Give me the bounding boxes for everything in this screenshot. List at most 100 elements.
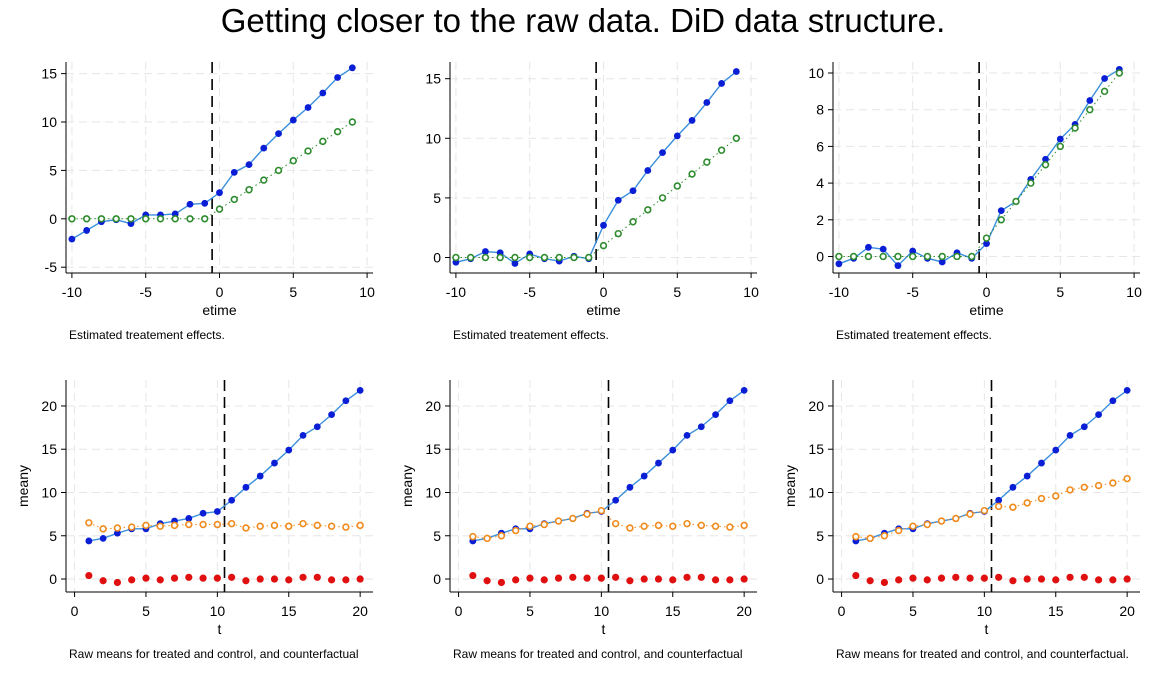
data-point-estimate bbox=[938, 258, 946, 266]
data-point-counterfactual bbox=[1037, 494, 1046, 503]
data-point-true bbox=[864, 252, 873, 261]
series-line-counterfactual bbox=[855, 478, 1128, 539]
x-tick-label: 0 bbox=[216, 284, 224, 300]
data-point-estimate bbox=[688, 117, 696, 124]
data-point-true bbox=[644, 206, 652, 214]
data-point-control bbox=[852, 571, 860, 580]
data-point-counterfactual bbox=[894, 526, 903, 535]
data-point-treated bbox=[199, 509, 207, 517]
x-tick-label: -5 bbox=[523, 284, 536, 300]
data-point-true bbox=[97, 215, 106, 223]
data-point-true bbox=[452, 253, 460, 262]
chart-panel-4: 0 5 10 15 20 0 5 10 15 20 t meany Raw means for trea… bbox=[15, 380, 373, 661]
data-point-control bbox=[285, 576, 293, 584]
y-axis-title: meany bbox=[15, 465, 31, 507]
chart-note: Raw means for treated and control, and c… bbox=[836, 647, 1129, 661]
data-point-true bbox=[585, 253, 593, 262]
data-point-control bbox=[142, 574, 150, 582]
data-point-control bbox=[952, 573, 960, 581]
y-tick-label: 10 bbox=[808, 65, 824, 81]
data-point-treated bbox=[1095, 411, 1102, 419]
data-point-control bbox=[170, 574, 179, 582]
data-point-true bbox=[1056, 142, 1064, 151]
x-tick-label: 20 bbox=[1119, 603, 1135, 619]
x-tick-label: 5 bbox=[673, 284, 681, 300]
x-tick-label: 0 bbox=[983, 284, 991, 300]
data-point-treated bbox=[256, 472, 264, 480]
data-point-counterfactual bbox=[313, 521, 322, 530]
data-point-true bbox=[555, 253, 563, 262]
data-point-control bbox=[1109, 576, 1117, 584]
data-point-control bbox=[128, 576, 136, 584]
data-point-counterfactual bbox=[711, 522, 720, 530]
data-point-treated bbox=[640, 472, 648, 480]
y-tick-label: 5 bbox=[433, 528, 441, 544]
data-point-treated bbox=[228, 496, 236, 504]
data-point-control bbox=[909, 574, 917, 582]
data-point-true bbox=[511, 253, 519, 262]
x-tick-label: 0 bbox=[71, 603, 79, 619]
data-point-true bbox=[835, 252, 843, 261]
data-point-true bbox=[614, 229, 622, 238]
data-point-treated bbox=[1038, 459, 1045, 467]
data-point-estimate bbox=[909, 247, 917, 255]
data-point-control bbox=[597, 574, 605, 582]
data-point-treated bbox=[85, 537, 93, 545]
data-point-counterfactual bbox=[483, 534, 491, 543]
data-point-treated bbox=[1080, 423, 1088, 431]
x-tick-label: 20 bbox=[352, 603, 368, 619]
y-tick-label: 15 bbox=[425, 71, 441, 87]
data-point-control bbox=[483, 577, 491, 585]
data-point-counterfactual bbox=[569, 514, 577, 523]
data-point-treated bbox=[1009, 483, 1017, 491]
data-point-counterfactual bbox=[683, 519, 691, 528]
data-point-true bbox=[938, 252, 946, 261]
data-point-control bbox=[113, 578, 122, 587]
y-tick-label: 10 bbox=[808, 484, 824, 500]
data-point-true bbox=[673, 182, 681, 190]
data-point-control bbox=[526, 574, 534, 582]
data-point-treated bbox=[213, 508, 221, 515]
x-tick-label: -10 bbox=[829, 284, 849, 300]
page-title: Getting closer to the raw data. DiD data… bbox=[220, 2, 946, 39]
data-point-counterfactual bbox=[511, 526, 520, 535]
y-tick-label: 5 bbox=[816, 528, 824, 544]
data-point-counterfactual bbox=[270, 521, 279, 530]
data-point-true bbox=[156, 215, 165, 223]
data-point-true bbox=[466, 253, 475, 262]
data-point-treated bbox=[1109, 397, 1117, 405]
x-tick-label: 5 bbox=[909, 603, 917, 619]
data-point-counterfactual bbox=[256, 522, 264, 530]
data-point-counterfactual bbox=[342, 523, 350, 531]
data-point-true bbox=[171, 215, 179, 223]
data-point-control bbox=[1094, 576, 1103, 584]
data-point-counterfactual bbox=[866, 534, 874, 543]
data-point-counterfactual bbox=[170, 521, 179, 530]
data-point-estimate bbox=[230, 168, 238, 176]
data-point-control bbox=[880, 578, 889, 587]
data-point-true bbox=[849, 252, 858, 261]
y-tick-label: 20 bbox=[425, 398, 441, 414]
data-point-control bbox=[923, 576, 931, 584]
data-point-control bbox=[669, 576, 677, 584]
data-point-counterfactual bbox=[285, 522, 293, 530]
data-point-true bbox=[1071, 124, 1079, 132]
data-point-counterfactual bbox=[1094, 481, 1103, 490]
data-point-control bbox=[313, 573, 321, 581]
data-point-true bbox=[230, 195, 238, 204]
x-tick-label: 0 bbox=[838, 603, 846, 619]
data-point-true bbox=[333, 127, 342, 136]
y-tick-label: 0 bbox=[49, 211, 57, 227]
data-point-estimate bbox=[997, 207, 1005, 215]
data-point-estimate bbox=[289, 116, 297, 124]
data-point-control bbox=[1066, 573, 1074, 581]
data-point-estimate bbox=[186, 200, 194, 208]
x-axis-title: t bbox=[218, 621, 222, 637]
x-tick-label: 5 bbox=[142, 603, 150, 619]
data-point-treated bbox=[114, 529, 121, 537]
data-point-control bbox=[569, 573, 577, 581]
data-point-true bbox=[540, 253, 549, 262]
data-point-true bbox=[274, 166, 283, 175]
x-tick-label: 15 bbox=[665, 603, 681, 619]
